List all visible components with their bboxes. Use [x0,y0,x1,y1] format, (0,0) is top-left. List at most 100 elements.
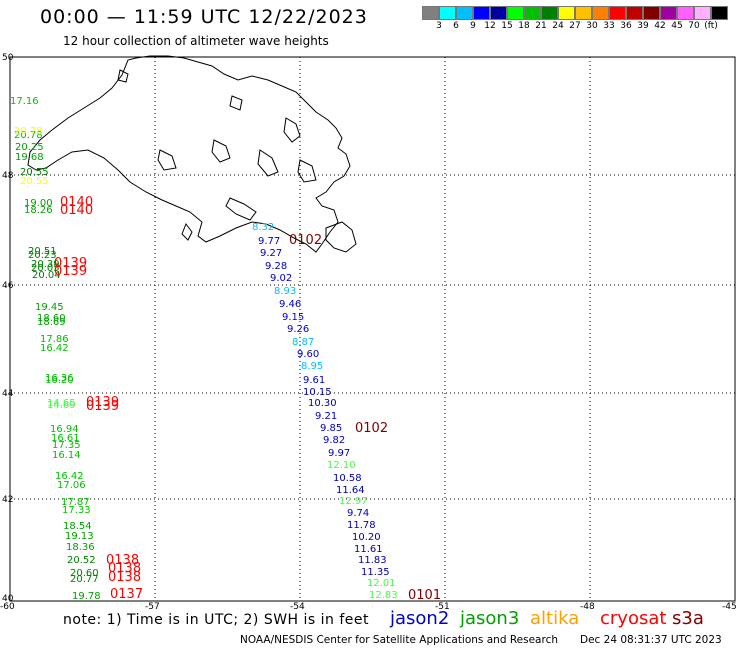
wave-height-label: 20.77 [70,574,99,585]
wave-height-label: 17.35 [52,440,81,451]
colorbar-swatch [541,6,558,20]
wave-height-label: 20.55 [20,167,49,178]
pass-time-label: 0139 [54,256,87,271]
wave-height-label: 9.02 [270,273,292,284]
colorbar-swatches [422,6,728,20]
wave-height-label: 9.28 [265,261,287,272]
colorbar-swatch [609,6,626,20]
pass-time-label: 0140 [60,203,93,218]
sat-label-jason2: jason2 [390,608,450,629]
wave-height-label: 11.64 [336,485,365,496]
colorbar-swatch [677,6,694,20]
lon-tick-label: -48 [580,602,595,612]
lat-tick-label: 46 [2,281,14,291]
colorbar-swatch [592,6,609,20]
wave-height-label: 8.32 [252,222,274,233]
axis-labels: -60 -57 -54 -51 -48 -45 50 48 46 44 42 4… [0,53,737,612]
wave-height-label: 9.46 [279,299,301,310]
wave-height-label: 12.97 [339,496,368,507]
wave-height-label: 16.42 [55,471,84,482]
wave-height-label: 9.82 [323,435,345,446]
pass-time-label: 0140 [60,195,93,210]
colorbar-swatch [558,6,575,20]
wave-height-label: 9.77 [258,236,280,247]
colorbar-swatch [626,6,643,20]
colorbar-swatch [694,6,711,20]
wave-height-label: 12.10 [327,460,356,471]
lat-tick-label: 42 [2,495,13,505]
wave-height-label: 10.20 [352,532,381,543]
lat-tick-label: 50 [2,53,14,63]
colorbar-legend: 3 6 9 12 15 18 21 24 27 30 33 36 39 42 45 70 (ft) [422,6,728,32]
wave-height-label: 9.26 [287,324,309,335]
colorbar-tick-label: 12 [484,21,496,31]
wave-height-label: 20.52 [67,555,96,566]
wave-height-label: 16.61 [51,433,80,444]
wave-height-label: 18.26 [24,205,53,216]
colorbar-swatch [524,6,541,20]
wave-height-label: 16.42 [40,343,69,354]
colorbar-tick-label: 15 [501,21,513,31]
map-frame [9,56,736,602]
lat-tick-label: 48 [2,171,14,181]
sat-label-cryosat: cryosat [600,608,667,629]
wave-height-label: 9.85 [320,423,342,434]
wave-height-label: 20.23 [28,250,57,261]
wave-height-label: 19.68 [15,152,44,163]
pass-time-label: 0139 [86,399,119,414]
colorbar-tick-label: 33 [603,21,615,31]
page-subtitle: 12 hour collection of altimeter wave hei… [63,34,329,48]
pass-time-label: 0138 [108,570,141,585]
colorbar-tick-label: 36 [620,21,632,31]
pass-time-label: 0102 [355,421,388,436]
lon-tick-label: -54 [290,602,305,612]
footer-note: note: 1) Time is in UTC; 2) SWH is in fe… [63,612,370,628]
wave-height-label: 19.13 [65,531,94,542]
colorbar-swatch [422,6,439,20]
wave-height-label: 8.93 [274,286,296,297]
lat-tick-label: 44 [2,389,14,399]
colorbar-tick-label: 30 [586,21,598,31]
wave-height-label: 11.83 [358,555,387,566]
wave-height-label: 9.21 [315,411,337,422]
colorbar-swatch [473,6,490,20]
wave-height-label: 11.78 [347,520,376,531]
colorbar-swatch [507,6,524,20]
lon-tick-label: -57 [145,602,160,612]
wave-height-label: 11.35 [361,567,390,578]
wave-height-label: 11.61 [354,544,383,555]
wave-height-label: 20.55 [20,176,49,187]
wave-height-label: 9.61 [303,375,325,386]
graticule [10,57,735,601]
colorbar-swatch [456,6,473,20]
pass-time-label: 0139 [54,264,87,279]
colorbar-tick-label: 18 [518,21,530,31]
wave-height-label: 16.20 [45,375,74,386]
pass-time-label: 0101 [408,588,441,603]
wave-height-label: 9.74 [347,508,369,519]
wave-height-label: 16.14 [52,450,81,461]
wave-height-label: 9.27 [260,248,282,259]
wave-height-label: 18.60 [37,313,66,324]
wave-height-label: 17.86 [40,334,69,345]
wave-height-label: 20.25 [15,142,44,153]
sat-label-altika: altika [530,608,580,629]
wave-height-label: 14.69 [47,400,76,411]
page-title: 00:00 — 11:59 UTC 12/22/2023 [40,6,368,28]
wave-height-label: 10.58 [333,473,362,484]
colorbar-tick-label: 9 [470,21,476,31]
wave-height-label: 18.69 [37,317,66,328]
wave-height-label: 12.83 [369,590,398,601]
colorbar-swatch [575,6,592,20]
wave-height-label: 19.00 [24,198,53,209]
pass-time-label: 0137 [110,587,143,602]
colorbar-swatch [660,6,677,20]
observation-labels: 17.1620.7820.7820.2519.6820.5520.5519.00… [10,96,441,603]
pass-time-label: 0138 [108,561,141,576]
wave-height-label: 10.30 [308,398,337,409]
footer-timestamp: Dec 24 08:31:37 UTC 2023 [580,634,722,646]
wave-height-label: 20.78 [14,130,43,141]
wave-height-label: 20.78 [14,126,43,137]
wave-height-label: 12.01 [367,578,396,589]
